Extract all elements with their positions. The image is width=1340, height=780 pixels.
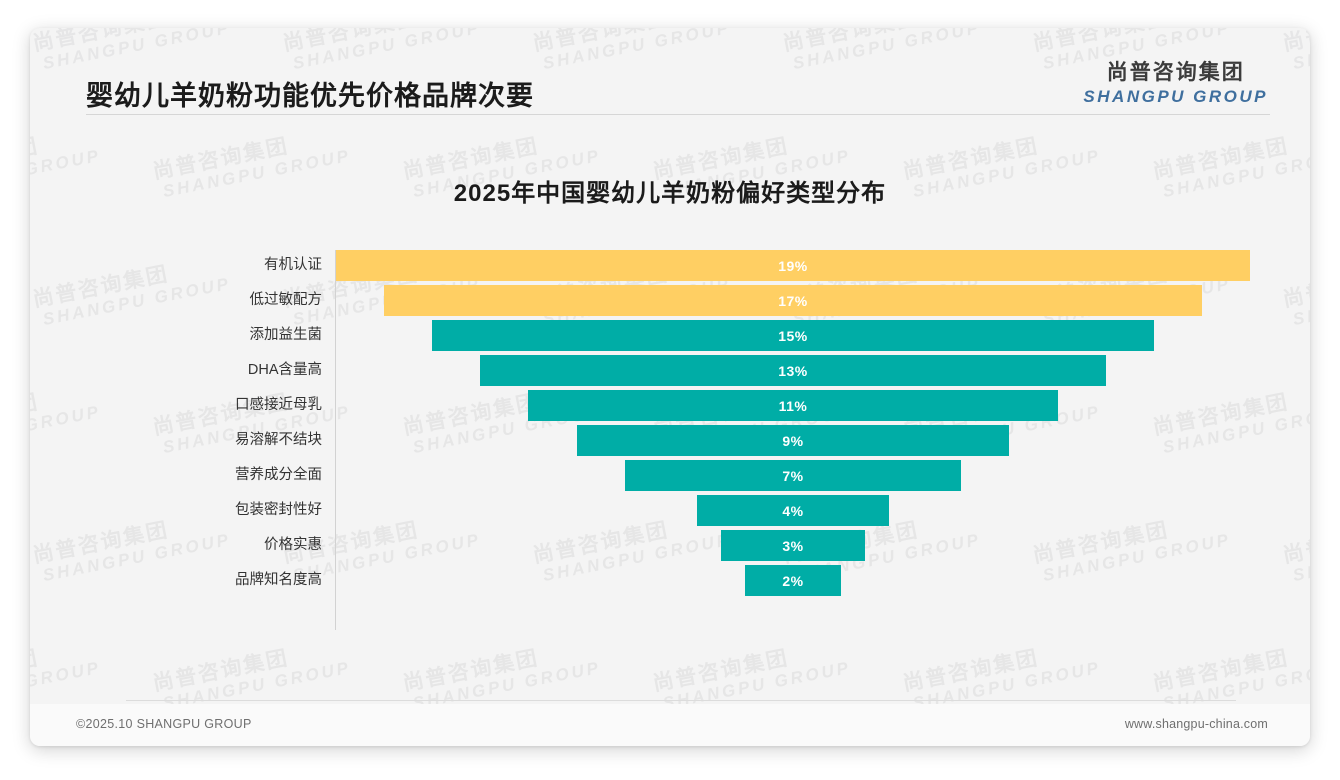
bar-rows-container: 有机认证 19% 低过敏配方 17% 添加益生菌 15% DHA含量高 13% 口感接近母乳 11…	[90, 248, 1250, 598]
bar-value-label: 11%	[778, 397, 808, 414]
slide-footer: ©2025.10 SHANGPU GROUP www.shangpu-china…	[30, 704, 1310, 746]
chart-area: 2025年中国婴幼儿羊奶粉偏好类型分布 有机认证 19% 低过敏配方 17% 添加益生菌…	[30, 118, 1310, 678]
bar-value-label: 19%	[778, 257, 808, 274]
bar-row: 口感接近母乳 11%	[90, 388, 1250, 423]
bar-track: 11%	[336, 388, 1250, 423]
bar-row: 低过敏配方 17%	[90, 283, 1250, 318]
brand-name-en: SHANGPU GROUP	[1083, 87, 1268, 106]
category-label: 易溶解不结块	[235, 432, 322, 448]
bar-track: 19%	[336, 248, 1250, 283]
category-label: 营养成分全面	[235, 467, 322, 483]
footnote-divider-top	[126, 700, 1236, 701]
bar-value-label: 17%	[778, 292, 808, 309]
category-label: 包装密封性好	[235, 502, 322, 518]
funnel-bar-chart: 有机认证 19% 低过敏配方 17% 添加益生菌 15% DHA含量高 13% 口感接近母乳 11…	[90, 248, 1250, 638]
bar-track: 4%	[336, 493, 1250, 528]
bar-row: 包装密封性好 4%	[90, 493, 1250, 528]
category-label: 品牌知名度高	[235, 572, 322, 588]
slide-header: 婴幼儿羊奶粉功能优先价格品牌次要 尚普咨询集团 SHANGPU GROUP	[30, 28, 1310, 118]
bar-row: 营养成分全面 7%	[90, 458, 1250, 493]
bar-segment[interactable]: 7%	[624, 460, 962, 491]
bar-value-label: 7%	[782, 467, 804, 484]
category-label: 价格实惠	[264, 537, 322, 553]
category-label: 口感接近母乳	[235, 397, 322, 413]
chart-title: 2025年中国婴幼儿羊奶粉偏好类型分布	[453, 180, 887, 207]
bar-segment[interactable]: 9%	[576, 425, 1010, 456]
category-label: DHA含量高	[247, 362, 322, 378]
bar-segment[interactable]: 11%	[528, 390, 1058, 421]
bar-value-label: 2%	[782, 572, 804, 589]
copyright-text: ©2025.10 SHANGPU GROUP	[76, 717, 252, 731]
bar-row: 品牌知名度高 2%	[90, 563, 1250, 598]
brand-logo: 尚普咨询集团 SHANGPU GROUP	[1083, 62, 1268, 105]
bar-value-label: 13%	[778, 362, 808, 379]
bar-segment[interactable]: 15%	[432, 320, 1154, 351]
brand-name-cn: 尚普咨询集团	[1106, 61, 1245, 84]
bar-row: 价格实惠 3%	[90, 528, 1250, 563]
bar-row: 添加益生菌 15%	[90, 318, 1250, 353]
bar-value-label: 4%	[782, 502, 804, 519]
bar-row: 易溶解不结块 9%	[90, 423, 1250, 458]
bar-track: 17%	[336, 283, 1250, 318]
website-link[interactable]: www.shangpu-china.com	[1124, 717, 1268, 731]
bar-track: 13%	[336, 353, 1250, 388]
bar-row: 有机认证 19%	[90, 248, 1250, 283]
bar-track: 3%	[336, 528, 1250, 563]
bar-track: 7%	[336, 458, 1250, 493]
page-title: 婴幼儿羊奶粉功能优先价格品牌次要	[86, 81, 534, 111]
bar-track: 9%	[336, 423, 1250, 458]
bar-segment[interactable]: 2%	[744, 565, 842, 596]
category-axis-line	[335, 250, 336, 630]
bar-track: 15%	[336, 318, 1250, 353]
bar-value-label: 3%	[782, 537, 804, 554]
bar-segment[interactable]: 19%	[336, 250, 1250, 281]
bar-track: 2%	[336, 563, 1250, 598]
bar-segment[interactable]: 4%	[696, 495, 890, 526]
bar-segment[interactable]: 3%	[720, 530, 866, 561]
title-divider	[86, 114, 1270, 115]
bar-segment[interactable]: 17%	[384, 285, 1202, 316]
category-label: 有机认证	[264, 257, 322, 273]
bar-value-label: 15%	[778, 327, 808, 344]
bar-value-label: 9%	[782, 432, 804, 449]
category-label: 添加益生菌	[249, 327, 323, 343]
category-label: 低过敏配方	[249, 292, 323, 308]
bar-row: DHA含量高 13%	[90, 353, 1250, 388]
slide-canvas: 尚普咨询集团 SHANGPU GROUP 尚普咨询集团 SHANGPU GROUP 尚普…	[30, 28, 1310, 746]
bar-segment[interactable]: 13%	[480, 355, 1106, 386]
